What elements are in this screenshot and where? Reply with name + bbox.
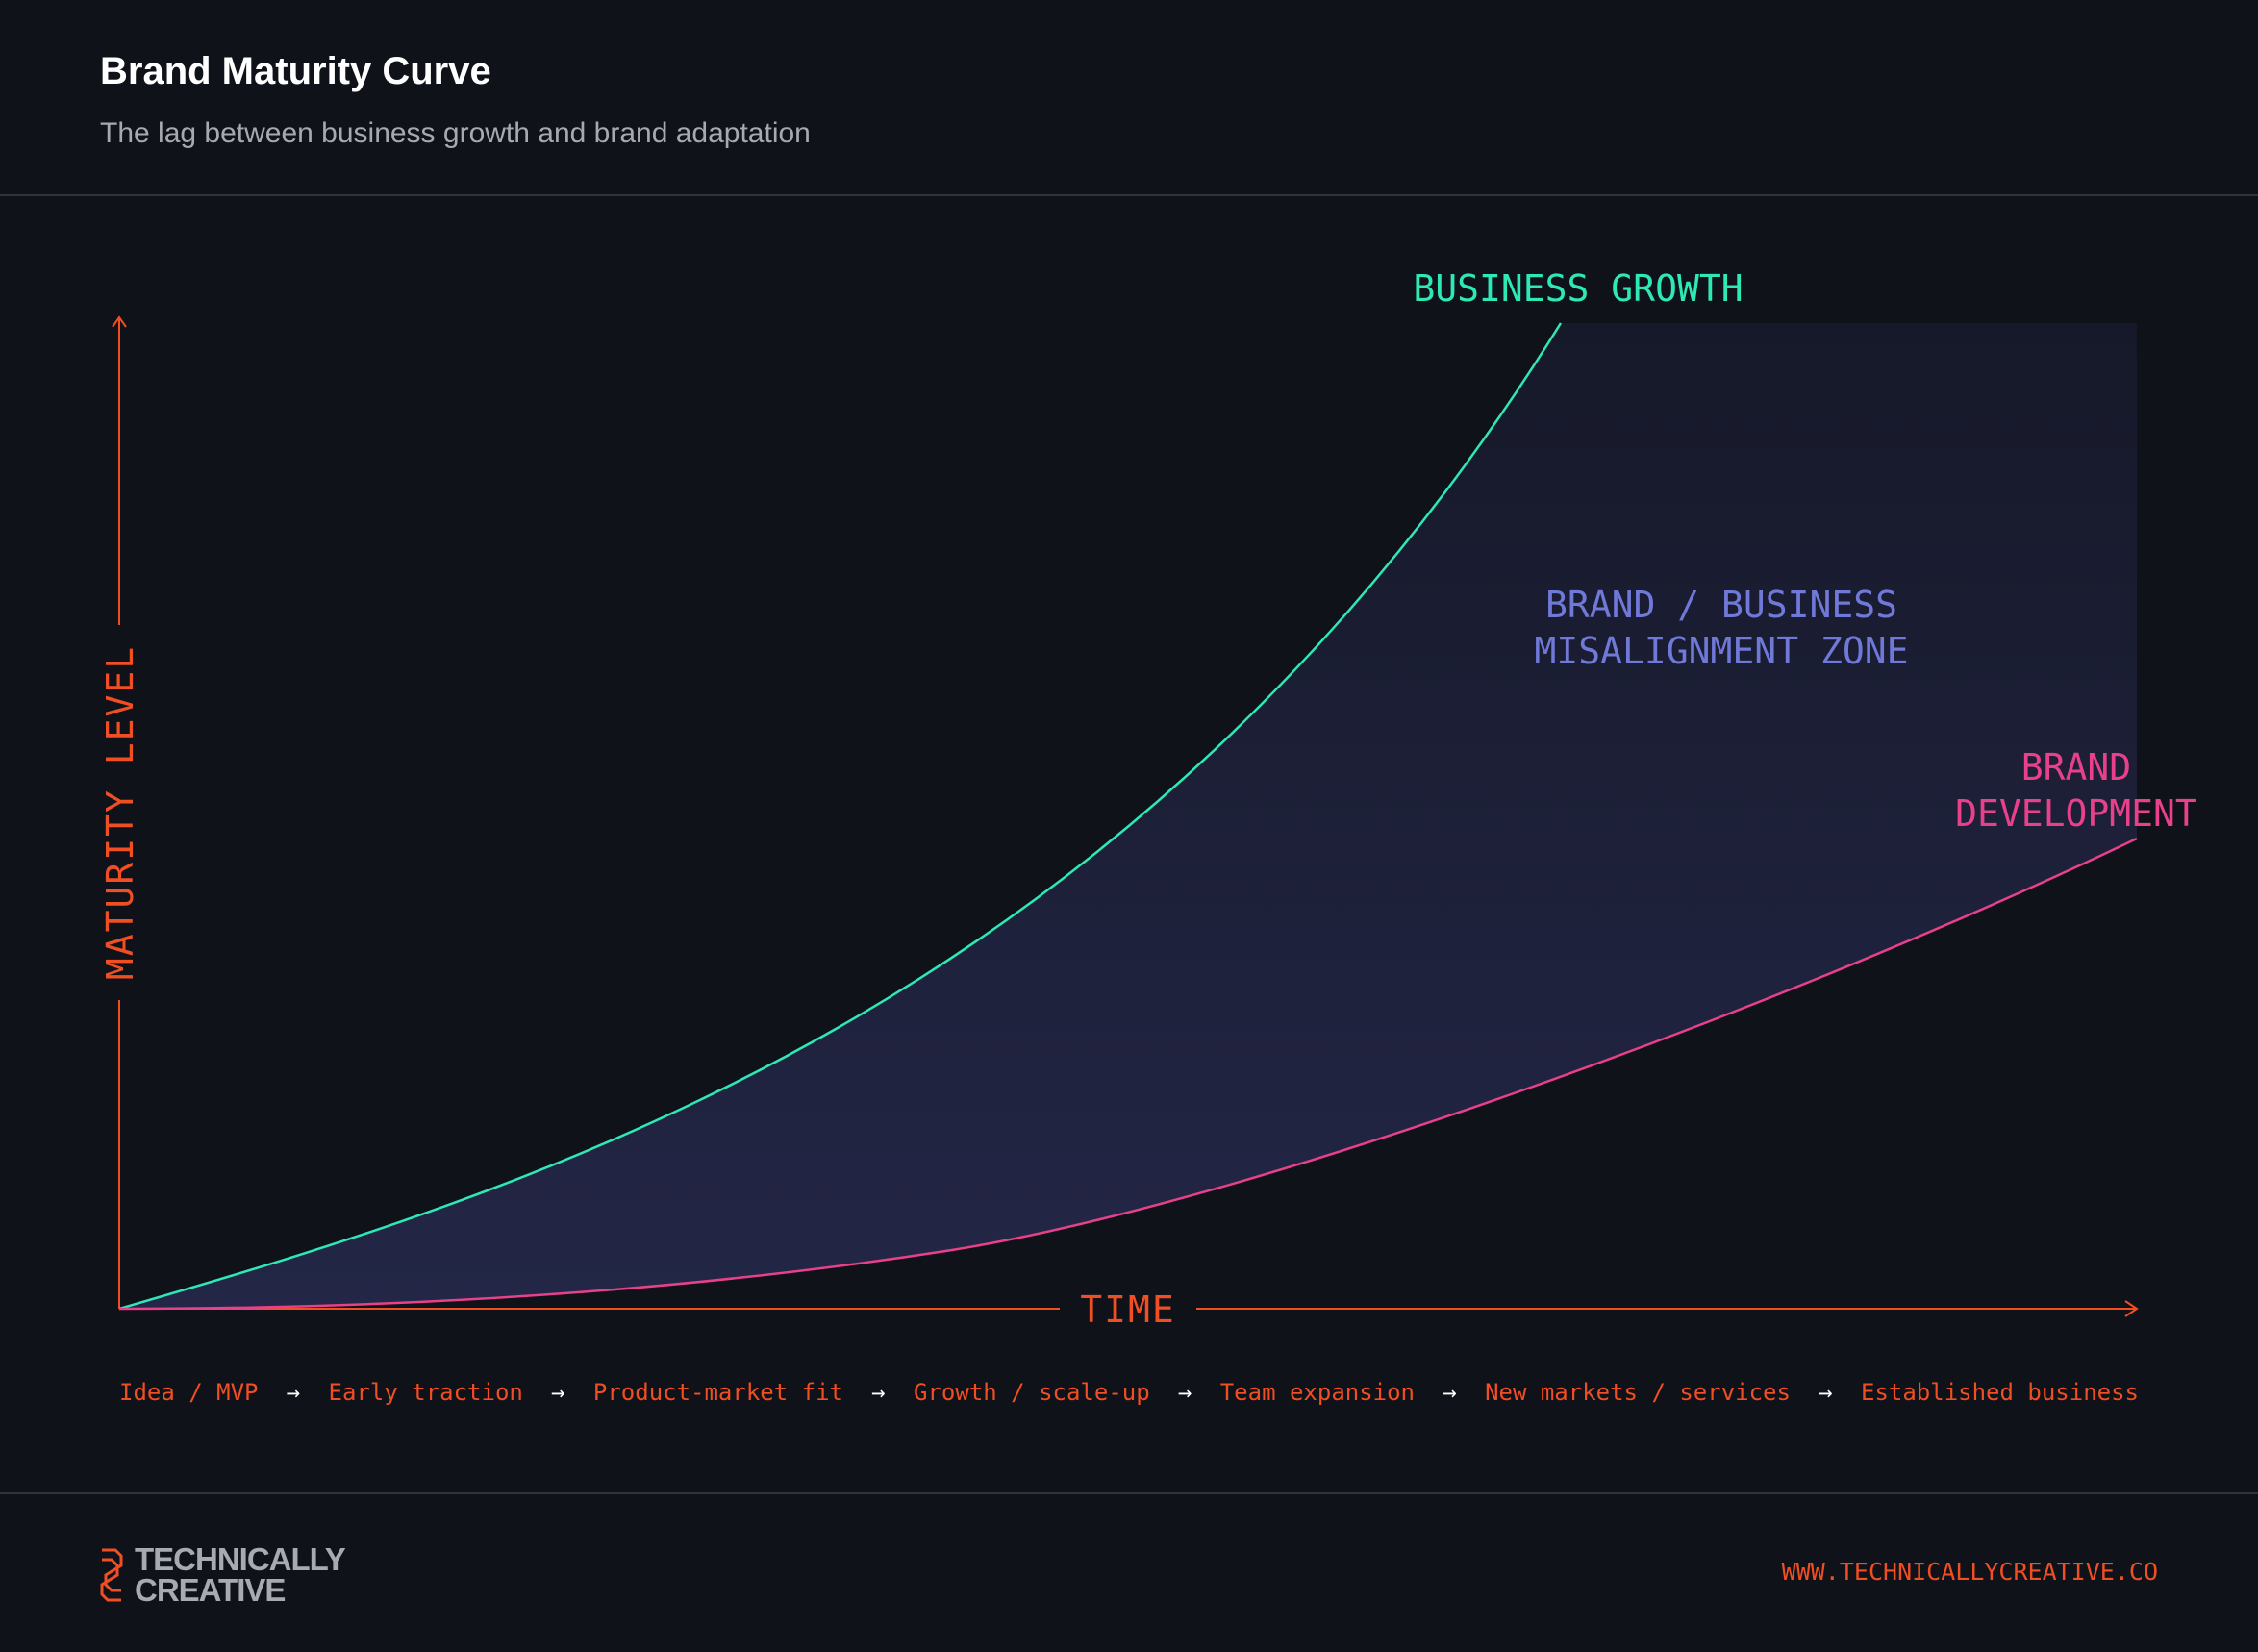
logo-line-2: CREATIVE (135, 1572, 286, 1608)
logo-wordmark: TECHNICALLY CREATIVE (135, 1541, 346, 1608)
technically-creative-logo-icon (100, 1548, 123, 1602)
stage-label: Team expansion (1219, 1379, 1416, 1406)
business-growth-label: BUSINESS GROWTH (1413, 267, 1743, 310)
website-link[interactable]: WWW.TECHNICALLYCREATIVE.CO (1781, 1558, 2158, 1586)
header: Brand Maturity Curve The lag between bus… (0, 0, 2258, 196)
y-axis-arrowhead (112, 315, 127, 328)
brand-logo[interactable]: TECHNICALLY CREATIVE (96, 1541, 346, 1608)
arrow-right-icon: → (286, 1379, 301, 1406)
brand-development-curve (118, 837, 2138, 1311)
stage-label: Established business (1861, 1379, 2139, 1406)
page-title: Brand Maturity Curve (100, 50, 491, 92)
misalignment-zone-area (119, 323, 2137, 1309)
x-axis-label: TIME (1080, 1289, 1176, 1331)
brand-development-label-line1: BRAND (2021, 746, 2131, 788)
page-subtitle: The lag between business growth and bran… (100, 117, 811, 149)
brand-development-label-line2: DEVELOPMENT (1955, 792, 2197, 835)
misalignment-zone-label-line2: MISALIGNMENT ZONE (1535, 630, 1909, 672)
misalignment-zone-label-line1: BRAND / BUSINESS (1545, 584, 1897, 626)
logo-line-1: TECHNICALLY (135, 1541, 346, 1577)
zone-mask (119, 288, 1561, 1309)
stage-label: Product-market fit (592, 1379, 843, 1406)
stage-label: Growth / scale-up (914, 1379, 1150, 1406)
y-axis-label: MATURITY LEVEL (99, 645, 141, 980)
stage-label: New markets / services (1485, 1379, 1791, 1406)
arrow-right-icon: → (1819, 1379, 1833, 1406)
stage-timeline: Idea / MVP → Early traction → Product-ma… (119, 1379, 2139, 1406)
x-axis-arrowhead (2124, 1300, 2139, 1317)
business-growth-curve (118, 322, 1563, 1311)
stage-label: Early traction (328, 1379, 523, 1406)
footer (0, 1492, 2258, 1652)
arrow-right-icon: → (1443, 1379, 1457, 1406)
arrow-right-icon: → (551, 1379, 565, 1406)
arrow-right-icon: → (871, 1379, 886, 1406)
arrow-right-icon: → (1177, 1379, 1192, 1406)
stage-label: Idea / MVP (119, 1379, 259, 1406)
